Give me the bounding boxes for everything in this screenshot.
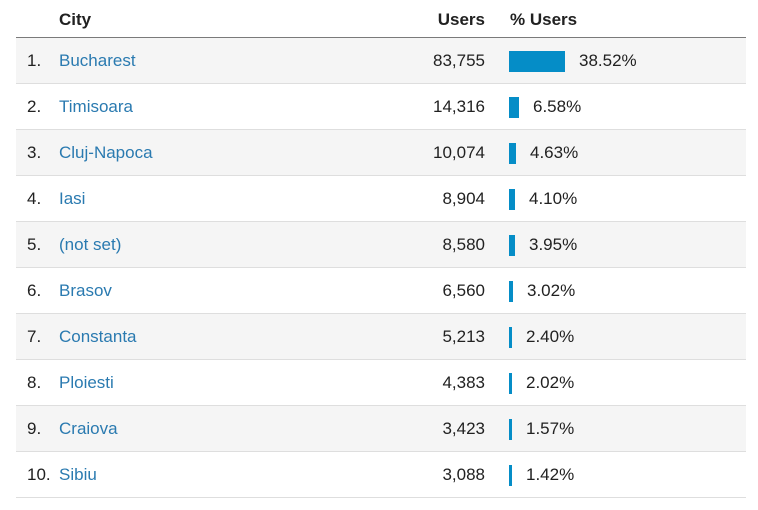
users-count: 3,088 [442,465,485,484]
percent-value: 4.10% [529,189,578,208]
table-header: City Users % Users [16,0,746,38]
percent-bar [509,97,519,118]
row-rank: 3. [27,143,42,162]
row-rank: 5. [27,235,42,254]
city-link[interactable]: Brasov [59,281,112,300]
users-count: 4,383 [442,373,485,392]
row-rank: 4. [27,189,42,208]
column-header-city[interactable]: City [59,10,92,29]
users-count: 6,560 [442,281,485,300]
percent-bar [509,189,515,210]
percent-value: 3.02% [527,281,576,300]
city-users-table: City Users % Users 1. Bucharest 83,755 38.5… [16,0,746,498]
table-row: 6. Brasov 6,560 3.02% [16,268,746,314]
row-rank: 8. [27,373,42,392]
percent-value: 1.42% [526,465,575,484]
users-count: 3,423 [442,419,485,438]
city-link[interactable]: Bucharest [59,51,136,70]
percent-value: 1.57% [526,419,575,438]
city-link[interactable]: (not set) [59,235,122,254]
users-count: 10,074 [433,143,485,162]
percent-bar-track [509,281,669,302]
users-count: 83,755 [433,51,485,70]
percent-value: 38.52% [579,51,637,70]
percent-value: 2.40% [526,327,575,346]
row-rank: 6. [27,281,42,300]
percent-bar [509,235,515,256]
city-link[interactable]: Ploiesti [59,373,114,392]
city-link[interactable]: Sibiu [59,465,97,484]
percent-bar-track [509,189,669,210]
percent-value: 2.02% [526,373,575,392]
percent-bar [509,143,516,164]
table-row: 4. Iasi 8,904 4.10% [16,176,746,222]
percent-bar [509,327,512,348]
percent-value: 4.63% [530,143,579,162]
city-link[interactable]: Craiova [59,419,118,438]
percent-bar-track [509,419,669,440]
users-count: 14,316 [433,97,485,116]
table-row: 2. Timisoara 14,316 6.58% [16,84,746,130]
percent-bar [509,51,565,72]
city-link[interactable]: Constanta [59,327,137,346]
percent-bar [509,281,513,302]
row-rank: 2. [27,97,42,116]
users-count: 5,213 [442,327,485,346]
percent-bar-track [509,373,669,394]
percent-bar [509,419,512,440]
column-header-users[interactable]: Users [437,10,485,29]
row-rank: 1. [27,51,42,70]
table-row: 10. Sibiu 3,088 1.42% [16,452,746,498]
table-row: 5. (not set) 8,580 3.95% [16,222,746,268]
row-rank: 9. [27,419,42,438]
row-rank: 10. [27,465,51,484]
percent-bar-track [509,465,669,486]
city-link[interactable]: Timisoara [59,97,133,116]
percent-bar-track [509,143,669,164]
row-rank: 7. [27,327,42,346]
table-row: 3. Cluj-Napoca 10,074 4.63% [16,130,746,176]
table-body: 1. Bucharest 83,755 38.52% 2. Timisoara 14,316… [16,38,746,498]
users-count: 8,904 [442,189,485,208]
percent-bar-track [509,51,669,72]
city-link[interactable]: Cluj-Napoca [59,143,153,162]
column-header-pct-users[interactable]: % Users [510,10,578,29]
percent-value: 6.58% [533,97,582,116]
table-row: 1. Bucharest 83,755 38.52% [16,38,746,84]
percent-bar-track [509,97,669,118]
table-row: 9. Craiova 3,423 1.57% [16,406,746,452]
percent-bar [509,465,512,486]
percent-value: 3.95% [529,235,578,254]
table-row: 8. Ploiesti 4,383 2.02% [16,360,746,406]
percent-bar-track [509,235,669,256]
users-count: 8,580 [442,235,485,254]
table-row: 7. Constanta 5,213 2.40% [16,314,746,360]
percent-bar [509,373,512,394]
city-link[interactable]: Iasi [59,189,86,208]
percent-bar-track [509,327,669,348]
